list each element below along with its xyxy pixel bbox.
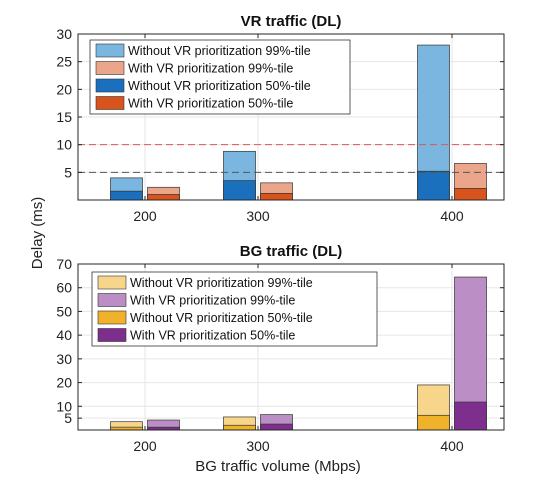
legend-swatch	[98, 329, 126, 342]
x-tick-label: 300	[246, 438, 270, 454]
legend-swatch	[98, 294, 126, 307]
x-tick-label: 200	[133, 208, 157, 224]
x-tick-label: 400	[440, 438, 464, 454]
x-axis-label: BG traffic volume (Mbps)	[195, 458, 361, 475]
bar-with-50-400	[455, 402, 487, 430]
x-tick-label: 200	[133, 438, 157, 454]
y-tick-label: 15	[56, 109, 72, 125]
y-tick-label: 30	[56, 26, 72, 42]
bar-with-50-300	[261, 424, 293, 430]
legend-label: Without VR prioritization 50%-tile	[128, 79, 311, 93]
legend-label: Without VR prioritization 99%-tile	[130, 276, 313, 290]
y-tick-label: 20	[56, 81, 72, 97]
y-tick-label: 50	[56, 303, 72, 319]
legend-label: Without VR prioritization 50%-tile	[130, 311, 313, 325]
legend-swatch	[96, 97, 124, 110]
bar-without-50-300	[224, 425, 256, 430]
legend-swatch	[98, 276, 126, 289]
legend-label: With VR prioritization 99%-tile	[128, 62, 293, 76]
x-tick-label: 300	[246, 208, 270, 224]
bar-without-50-200	[111, 191, 143, 200]
legend-swatch	[96, 62, 124, 75]
vr-traffic-panel: 5 10 15 20 25 30 200 300 400 VR traffic (DL) Witho…	[56, 13, 504, 224]
y-tick-label: 30	[56, 351, 72, 367]
y-tick-label: 70	[56, 256, 72, 272]
y-tick-label: 5	[64, 164, 72, 180]
chart-title: BG traffic (DL)	[240, 243, 343, 260]
chart-title: VR traffic (DL)	[241, 13, 342, 30]
legend-label: With VR prioritization 50%-tile	[128, 97, 293, 111]
y-axis-label: Delay (ms)	[29, 197, 46, 270]
legend-swatch	[98, 311, 126, 324]
bar-without-50-400	[418, 171, 450, 200]
x-tick-label: 400	[440, 208, 464, 224]
y-tick-label: 10	[56, 398, 72, 414]
y-tick-label: 10	[56, 137, 72, 153]
bar-with-50-400	[455, 188, 487, 200]
legend-label: With VR prioritization 50%-tile	[130, 329, 295, 343]
bar-with-50-200	[148, 194, 180, 200]
y-tick-label: 60	[56, 280, 72, 296]
bar-with-50-300	[261, 193, 293, 200]
y-tick-label: 25	[56, 54, 72, 70]
legend-swatch	[96, 79, 124, 92]
bar-without-50-400	[418, 415, 450, 430]
legend-label: Without VR prioritization 99%-tile	[128, 44, 311, 58]
bar-without-50-300	[224, 181, 256, 200]
legend-swatch	[96, 44, 124, 57]
legend-label: With VR prioritization 99%-tile	[130, 294, 295, 308]
y-tick-label: 40	[56, 327, 72, 343]
y-tick-label: 20	[56, 375, 72, 391]
